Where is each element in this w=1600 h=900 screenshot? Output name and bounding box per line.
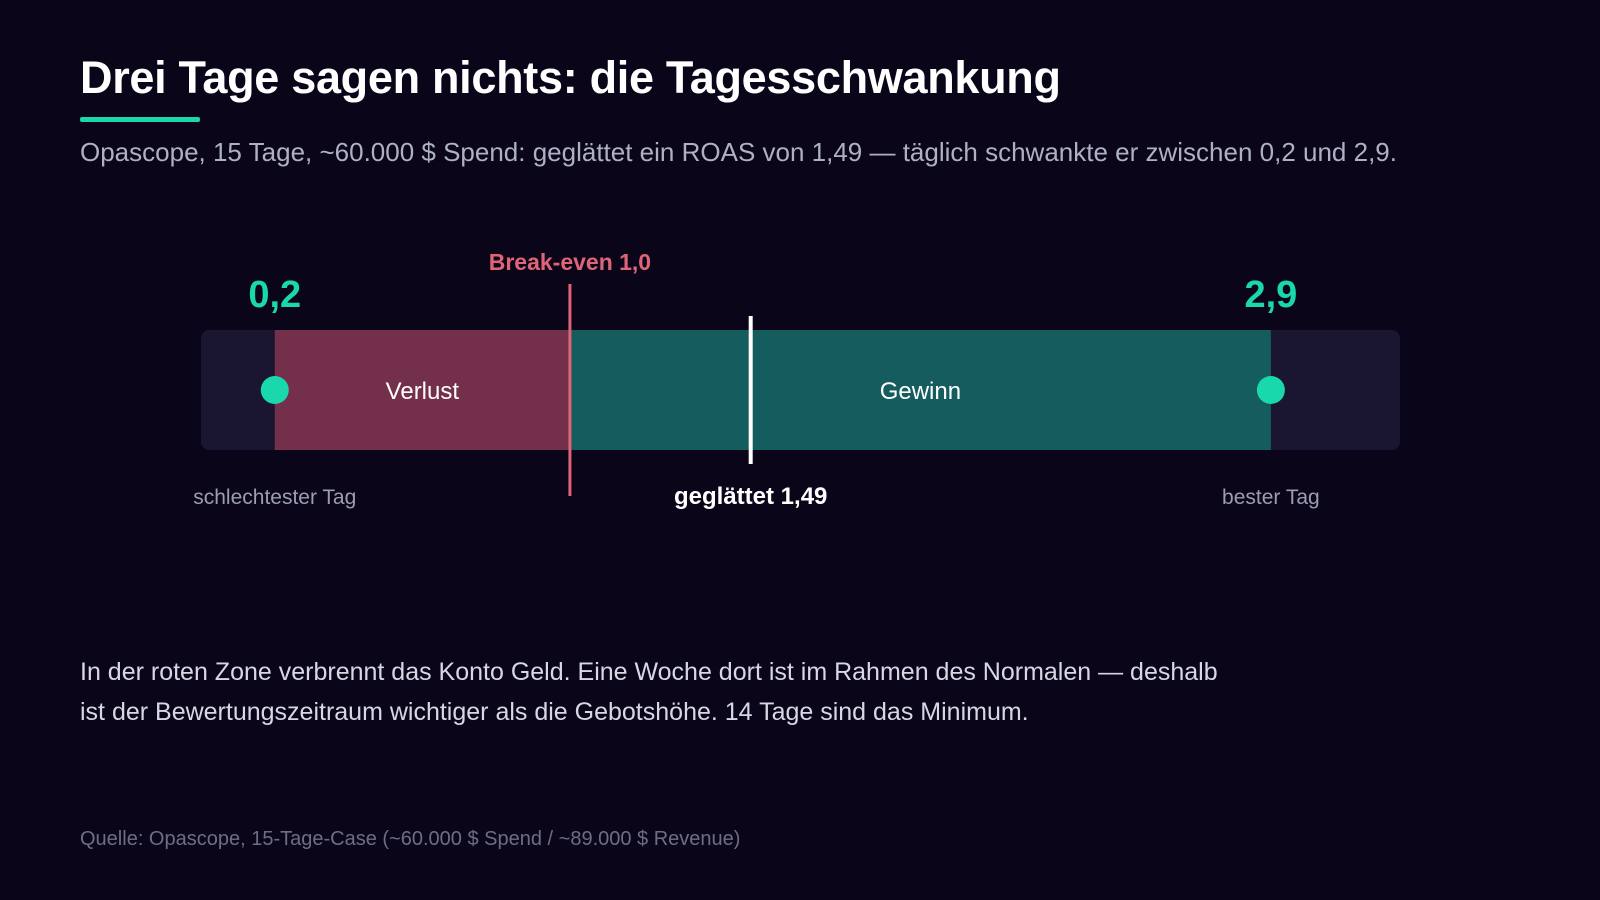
chart-title: Drei Tage sagen nichts: die Tagesschwank… — [80, 52, 1061, 103]
title-underline — [80, 117, 200, 122]
gain-zone-label: Gewinn — [880, 378, 961, 405]
max-value-dot — [1256, 376, 1285, 404]
min-value-dot — [260, 376, 289, 404]
min-value-label: 0,2 — [248, 274, 301, 316]
break-even-label: Break-even 1,0 — [489, 249, 651, 275]
gain-zone-bar — [569, 330, 1271, 450]
max-caption: bester Tag — [1222, 486, 1320, 509]
roas-range-chart: Verlust Gewinn Break-even 1,0 0,2 2,9 sc… — [193, 249, 1400, 510]
min-caption: schlechtester Tag — [193, 486, 356, 509]
body-text: In der roten Zone verbrennt das Konto Ge… — [80, 658, 1218, 726]
loss-zone-bar — [274, 330, 570, 450]
source-note: Quelle: Opascope, 15-Tage-Case (~60.000 … — [80, 828, 741, 850]
max-value-label: 2,9 — [1244, 274, 1297, 316]
chart-subtitle: Opascope, 15 Tage, ~60.000 $ Spend: gegl… — [80, 137, 1397, 167]
loss-zone-label: Verlust — [386, 378, 460, 405]
smoothed-label: geglättet 1,49 — [674, 483, 827, 510]
